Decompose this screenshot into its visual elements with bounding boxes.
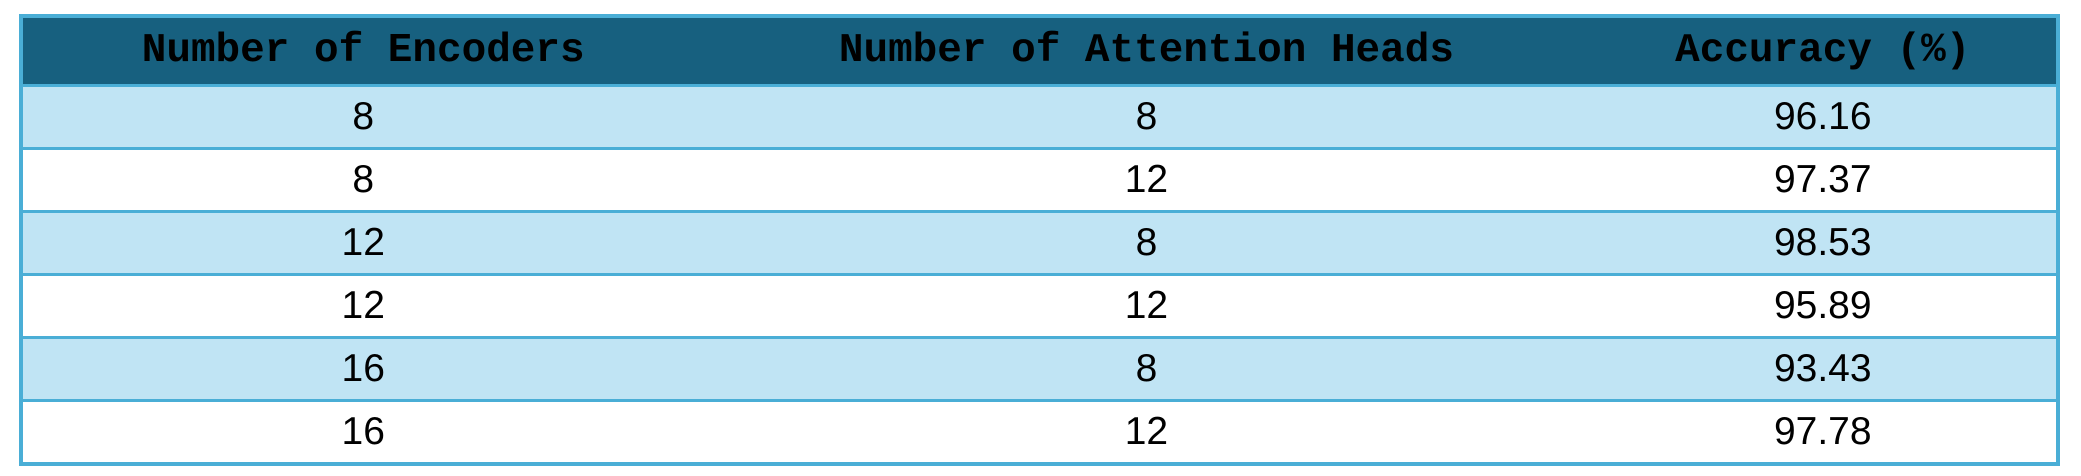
table-row: 12 8 98.53 — [21, 210, 2058, 275]
cell-accuracy: 97.37 — [1589, 147, 2058, 212]
table-row: 16 8 93.43 — [21, 336, 2058, 401]
results-table-container: Number of Encoders Number of Attention H… — [19, 14, 2060, 466]
cell-accuracy: 98.53 — [1589, 210, 2058, 275]
header-attention-heads: Number of Attention Heads — [703, 16, 1590, 87]
header-row: Number of Encoders Number of Attention H… — [21, 16, 2058, 87]
cell-attention-heads: 8 — [703, 336, 1590, 401]
table-row: 8 8 96.16 — [21, 84, 2058, 149]
table-header: Number of Encoders Number of Attention H… — [21, 16, 2058, 87]
cell-attention-heads: 12 — [703, 147, 1590, 212]
header-encoders: Number of Encoders — [21, 16, 704, 87]
cell-encoders: 12 — [21, 210, 704, 275]
cell-accuracy: 95.89 — [1589, 273, 2058, 338]
cell-encoders: 12 — [21, 273, 704, 338]
table-body: 8 8 96.16 8 12 97.37 12 8 98.53 12 12 95… — [21, 84, 2058, 464]
cell-accuracy: 93.43 — [1589, 336, 2058, 401]
cell-accuracy: 97.78 — [1589, 399, 2058, 464]
cell-encoders: 16 — [21, 399, 704, 464]
table-row: 16 12 97.78 — [21, 399, 2058, 464]
cell-accuracy: 96.16 — [1589, 84, 2058, 149]
header-accuracy: Accuracy (%) — [1589, 16, 2058, 87]
table-row: 8 12 97.37 — [21, 147, 2058, 212]
results-table: Number of Encoders Number of Attention H… — [19, 14, 2060, 466]
cell-attention-heads: 12 — [703, 273, 1590, 338]
cell-encoders: 8 — [21, 84, 704, 149]
cell-attention-heads: 8 — [703, 84, 1590, 149]
table-row: 12 12 95.89 — [21, 273, 2058, 338]
cell-attention-heads: 12 — [703, 399, 1590, 464]
cell-attention-heads: 8 — [703, 210, 1590, 275]
cell-encoders: 8 — [21, 147, 704, 212]
cell-encoders: 16 — [21, 336, 704, 401]
